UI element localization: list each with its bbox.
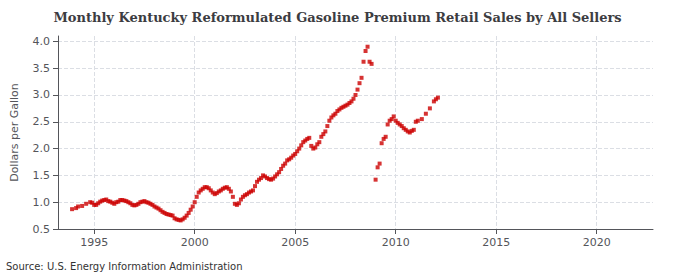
svg-text:1995: 1995: [80, 236, 108, 249]
svg-text:2020: 2020: [583, 236, 611, 249]
svg-text:Source: U.S. Energy Informatio: Source: U.S. Energy Information Administ…: [6, 261, 243, 272]
svg-text:2010: 2010: [382, 236, 410, 249]
svg-text:2.5: 2.5: [33, 115, 51, 128]
svg-text:3.0: 3.0: [33, 88, 51, 101]
svg-text:2005: 2005: [281, 236, 309, 249]
svg-text:0.5: 0.5: [33, 223, 51, 236]
svg-text:2000: 2000: [181, 236, 209, 249]
svg-text:4.0: 4.0: [33, 35, 51, 48]
svg-text:2015: 2015: [482, 236, 510, 249]
svg-text:3.5: 3.5: [33, 62, 51, 75]
svg-text:2.0: 2.0: [33, 142, 51, 155]
svg-text:1.0: 1.0: [33, 196, 51, 209]
svg-text:Dollars per Gallon: Dollars per Gallon: [8, 83, 21, 182]
svg-text:1.5: 1.5: [33, 169, 51, 182]
svg-text:Monthly Kentucky Reformulated: Monthly Kentucky Reformulated Gasoline P…: [53, 10, 621, 25]
